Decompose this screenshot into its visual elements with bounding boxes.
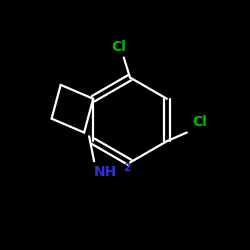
Text: Cl: Cl <box>192 115 207 129</box>
Text: Cl: Cl <box>111 40 126 54</box>
Text: 2: 2 <box>123 162 130 172</box>
Text: NH: NH <box>94 165 118 179</box>
